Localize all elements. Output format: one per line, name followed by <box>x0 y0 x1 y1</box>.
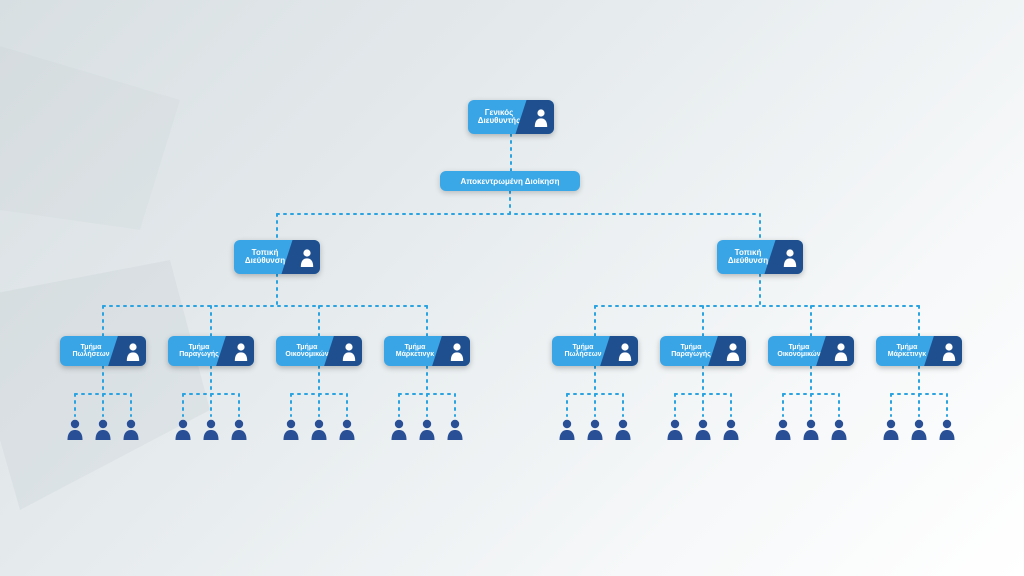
person-icon <box>310 418 328 440</box>
person-icon <box>938 418 956 440</box>
person-icon <box>828 336 854 366</box>
connectors <box>0 0 1024 576</box>
person-icon <box>830 418 848 440</box>
person-icon <box>936 336 962 366</box>
person-icon <box>586 418 604 440</box>
node-manager-0: Τοπική Διεύθυνση <box>234 240 320 274</box>
node-dept-3: Τμήμα Μάρκετινγκ <box>384 336 470 366</box>
person-icon <box>614 418 632 440</box>
person-icon <box>120 336 146 366</box>
person-icon <box>722 418 740 440</box>
person-icon <box>446 418 464 440</box>
person-icon <box>720 336 746 366</box>
person-icon <box>122 418 140 440</box>
person-icon <box>777 240 803 274</box>
person-icon <box>444 336 470 366</box>
person-icon <box>910 418 928 440</box>
person-icon <box>802 418 820 440</box>
person-icon <box>528 100 554 134</box>
node-manager-1: Τοπική Διεύθυνση <box>717 240 803 274</box>
node-dept-5: Τμήμα Παραγωγής <box>660 336 746 366</box>
person-icon <box>666 418 684 440</box>
node-dept-0: Τμήμα Πωλήσεων <box>60 336 146 366</box>
person-icon <box>282 418 300 440</box>
node-dept-7: Τμήμα Μάρκετινγκ <box>876 336 962 366</box>
node-dept-6: Τμήμα Οικονομικών <box>768 336 854 366</box>
person-icon <box>94 418 112 440</box>
person-icon <box>228 336 254 366</box>
person-icon <box>202 418 220 440</box>
person-icon <box>336 336 362 366</box>
person-icon <box>694 418 712 440</box>
person-icon <box>174 418 192 440</box>
node-dept-1: Τμήμα Παραγωγής <box>168 336 254 366</box>
node-dept-4: Τμήμα Πωλήσεων <box>552 336 638 366</box>
person-icon <box>882 418 900 440</box>
person-icon <box>230 418 248 440</box>
banner-decentralized: Αποκεντρωμένη Διοίκηση <box>440 171 580 191</box>
person-icon <box>612 336 638 366</box>
person-icon <box>774 418 792 440</box>
node-root: Γενικός Διευθυντής <box>468 100 554 134</box>
person-icon <box>66 418 84 440</box>
person-icon <box>338 418 356 440</box>
person-icon <box>558 418 576 440</box>
person-icon <box>294 240 320 274</box>
org-chart: Γενικός Διευθυντής Αποκεντρωμένη Διοίκησ… <box>0 0 1024 576</box>
node-dept-2: Τμήμα Οικονομικών <box>276 336 362 366</box>
person-icon <box>390 418 408 440</box>
person-icon <box>418 418 436 440</box>
